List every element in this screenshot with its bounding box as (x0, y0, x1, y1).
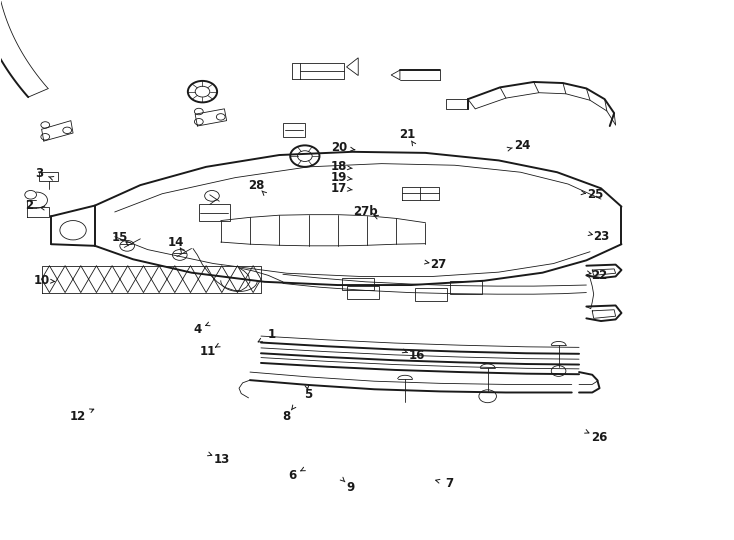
Text: 27: 27 (431, 258, 447, 271)
Text: 15: 15 (112, 231, 128, 244)
Text: 9: 9 (346, 481, 355, 494)
Text: 23: 23 (593, 230, 609, 243)
Text: 10: 10 (34, 274, 50, 287)
Bar (342, 278, 374, 291)
Text: 17: 17 (331, 182, 347, 195)
Text: 13: 13 (214, 453, 230, 465)
Bar (347, 286, 379, 299)
Text: 24: 24 (514, 139, 530, 152)
Text: 26: 26 (592, 431, 608, 444)
Bar (40, 172, 58, 181)
Text: 4: 4 (193, 322, 201, 335)
Text: 21: 21 (399, 128, 415, 141)
Text: 3: 3 (35, 167, 43, 180)
Bar (199, 205, 230, 220)
Text: 28: 28 (247, 179, 264, 192)
Text: 27b: 27b (353, 206, 378, 219)
Text: 20: 20 (331, 141, 347, 154)
Text: 5: 5 (305, 388, 313, 401)
Text: 18: 18 (331, 160, 347, 173)
Text: 7: 7 (445, 477, 453, 490)
Text: 6: 6 (288, 469, 297, 482)
Bar (415, 288, 448, 301)
Bar (283, 123, 305, 137)
Text: 19: 19 (331, 171, 347, 184)
Text: 25: 25 (587, 188, 603, 201)
Text: 14: 14 (167, 235, 184, 248)
Text: 1: 1 (268, 328, 276, 341)
Text: 22: 22 (592, 269, 608, 282)
Bar (450, 281, 482, 294)
Text: 12: 12 (70, 410, 87, 423)
Text: 11: 11 (200, 345, 216, 358)
Text: 16: 16 (409, 349, 425, 362)
Text: 2: 2 (25, 199, 33, 212)
Text: 8: 8 (283, 410, 291, 423)
